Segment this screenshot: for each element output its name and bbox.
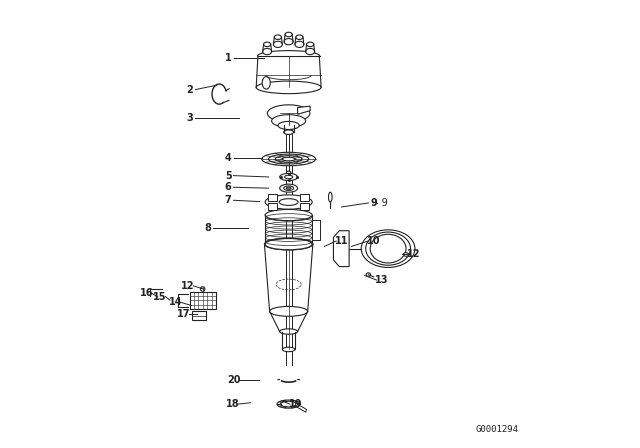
Ellipse shape [280, 184, 298, 192]
Ellipse shape [262, 77, 270, 89]
Ellipse shape [296, 35, 303, 39]
Ellipse shape [328, 192, 332, 202]
Ellipse shape [273, 41, 282, 47]
Polygon shape [312, 220, 320, 240]
Text: 20: 20 [227, 375, 241, 385]
Ellipse shape [278, 121, 300, 129]
Ellipse shape [370, 234, 406, 263]
Ellipse shape [265, 238, 312, 250]
Text: 19: 19 [289, 399, 302, 409]
Ellipse shape [265, 210, 312, 221]
Ellipse shape [284, 39, 293, 45]
Polygon shape [298, 106, 310, 114]
Ellipse shape [361, 230, 415, 267]
Ellipse shape [282, 157, 296, 161]
Text: 17: 17 [177, 309, 190, 319]
Ellipse shape [306, 48, 315, 55]
Ellipse shape [282, 347, 295, 352]
Ellipse shape [307, 42, 314, 47]
Ellipse shape [275, 35, 282, 39]
Text: 11: 11 [335, 236, 348, 246]
Polygon shape [268, 194, 277, 201]
Ellipse shape [280, 329, 298, 334]
Ellipse shape [366, 273, 371, 276]
Ellipse shape [268, 105, 310, 122]
Ellipse shape [264, 42, 271, 47]
Ellipse shape [269, 154, 309, 164]
Ellipse shape [275, 155, 302, 162]
Text: 2: 2 [187, 85, 193, 95]
Polygon shape [333, 231, 349, 267]
Ellipse shape [256, 81, 321, 94]
Ellipse shape [287, 187, 291, 190]
Ellipse shape [262, 152, 316, 166]
Polygon shape [295, 403, 307, 412]
Text: 13: 13 [375, 275, 388, 285]
Ellipse shape [280, 173, 298, 181]
Text: G0001294: G0001294 [476, 425, 518, 434]
Ellipse shape [285, 32, 292, 37]
Text: 12: 12 [181, 281, 195, 291]
Ellipse shape [280, 401, 297, 407]
Text: 9: 9 [371, 198, 377, 208]
Ellipse shape [284, 130, 294, 134]
Polygon shape [300, 203, 309, 211]
Ellipse shape [265, 195, 312, 209]
Text: 5: 5 [225, 171, 232, 181]
Text: 15: 15 [154, 292, 167, 302]
Ellipse shape [264, 238, 313, 250]
Text: 1: 1 [225, 53, 232, 63]
Text: - 9: - 9 [375, 198, 388, 208]
Ellipse shape [279, 198, 298, 205]
Text: 3: 3 [187, 113, 193, 123]
Polygon shape [268, 203, 277, 211]
Ellipse shape [285, 175, 292, 179]
Ellipse shape [365, 232, 410, 265]
Text: 14: 14 [169, 297, 182, 307]
Text: 7: 7 [225, 195, 232, 205]
Text: 8: 8 [205, 223, 211, 233]
Ellipse shape [287, 171, 291, 174]
Text: 16: 16 [140, 289, 154, 298]
Polygon shape [300, 194, 309, 201]
Bar [192, 311, 206, 320]
Text: 10: 10 [367, 236, 381, 246]
Ellipse shape [271, 115, 306, 127]
Text: 18: 18 [226, 399, 239, 409]
Bar [190, 292, 216, 309]
Text: 4: 4 [225, 153, 232, 163]
Text: 12: 12 [407, 250, 421, 259]
Ellipse shape [277, 400, 300, 408]
Ellipse shape [284, 186, 294, 190]
Text: 6: 6 [225, 182, 232, 192]
Ellipse shape [262, 48, 271, 55]
Ellipse shape [403, 253, 409, 256]
Ellipse shape [295, 41, 304, 47]
Ellipse shape [269, 306, 308, 316]
